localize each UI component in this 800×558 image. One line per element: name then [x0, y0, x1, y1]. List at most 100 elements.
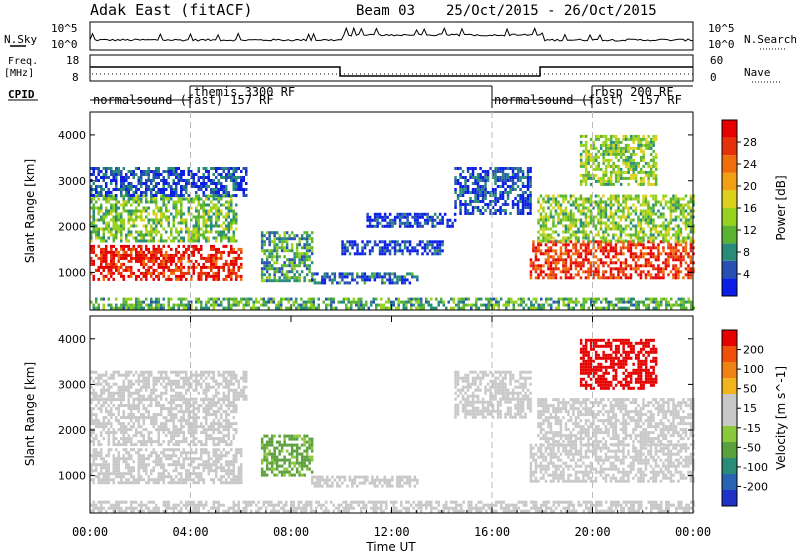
data-cell — [128, 307, 131, 310]
data-cell — [555, 261, 558, 264]
data-cell — [193, 198, 196, 201]
data-cell — [660, 298, 663, 301]
data-cell — [220, 469, 223, 472]
data-cell — [396, 278, 399, 281]
data-cell — [128, 248, 131, 251]
data-cell — [198, 185, 201, 188]
data-cell — [600, 228, 603, 231]
data-cell — [273, 249, 276, 252]
data-cell — [138, 198, 141, 201]
data-cell — [406, 240, 409, 243]
data-cell — [225, 460, 228, 463]
data-cell — [675, 267, 678, 270]
data-cell — [135, 251, 138, 254]
data-cell — [383, 304, 386, 307]
data-cell — [188, 304, 191, 307]
data-cell — [527, 167, 530, 170]
data-cell — [183, 188, 186, 191]
data-cell — [103, 176, 106, 179]
data-cell — [690, 231, 693, 234]
data-cell — [123, 301, 126, 304]
data-cell — [597, 222, 600, 225]
data-cell — [590, 273, 593, 276]
data-cell — [193, 182, 196, 185]
data-cell — [680, 301, 683, 304]
data-cell — [153, 263, 156, 266]
data-cell — [98, 257, 101, 260]
data-cell — [165, 231, 168, 234]
data-cell — [655, 304, 658, 307]
data-cell — [620, 240, 623, 243]
data-cell — [140, 466, 143, 469]
data-cell — [260, 304, 263, 307]
data-cell — [238, 478, 241, 481]
data-cell — [514, 173, 517, 176]
data-cell — [680, 252, 683, 255]
data-cell — [210, 478, 213, 481]
data-cell — [308, 267, 311, 270]
data-cell — [580, 304, 583, 307]
data-cell — [454, 182, 457, 185]
data-cell — [208, 266, 211, 269]
data-cell — [680, 234, 683, 237]
data-cell — [93, 210, 96, 213]
data-cell — [293, 258, 296, 261]
data-cell — [233, 234, 236, 237]
data-cell — [393, 304, 396, 307]
data-cell — [665, 231, 668, 234]
data-cell — [223, 245, 226, 248]
data-cell — [344, 249, 347, 252]
data-cell — [170, 448, 173, 451]
data-cell — [675, 276, 678, 279]
data-cell — [675, 207, 678, 210]
data-cell — [128, 182, 131, 185]
data-cell — [366, 219, 369, 222]
data-cell — [537, 249, 540, 252]
data-cell — [195, 198, 198, 201]
data-cell — [238, 188, 241, 191]
data-cell — [356, 275, 359, 278]
data-cell — [200, 216, 203, 219]
data-cell — [607, 162, 610, 165]
data-cell — [529, 206, 532, 209]
data-cell — [303, 231, 306, 234]
data-cell — [278, 255, 281, 258]
data-cell — [98, 198, 101, 201]
data-cell — [173, 254, 176, 257]
data-cell — [271, 264, 274, 267]
data-cell — [655, 258, 658, 261]
data-cell — [376, 272, 379, 275]
data-cell — [296, 243, 299, 246]
data-cell — [220, 266, 223, 269]
data-cell — [507, 185, 510, 188]
data-cell — [512, 203, 515, 206]
data-cell — [108, 225, 111, 228]
data-cell — [135, 304, 138, 307]
data-cell — [130, 182, 133, 185]
data-cell — [223, 231, 226, 234]
data-cell — [557, 222, 560, 225]
data-cell — [538, 307, 541, 310]
data-cell — [150, 234, 153, 237]
data-cell — [504, 176, 507, 179]
data-cell — [484, 185, 487, 188]
data-cell — [195, 237, 198, 240]
data-cell — [93, 275, 96, 278]
data-cell — [580, 231, 583, 234]
data-cell — [170, 213, 173, 216]
data-cell — [200, 234, 203, 237]
data-cell — [431, 240, 434, 243]
data-band — [580, 135, 658, 186]
data-cell — [208, 260, 211, 263]
data-cell — [148, 234, 151, 237]
data-cell — [421, 240, 424, 243]
data-cell — [286, 270, 289, 273]
data-cell — [263, 249, 266, 252]
data-cell — [682, 258, 685, 261]
data-cell — [670, 252, 673, 255]
data-cell — [617, 216, 620, 219]
data-cell — [540, 298, 543, 301]
data-cell — [105, 228, 108, 231]
data-cell — [168, 448, 171, 451]
data-cell — [200, 207, 203, 210]
